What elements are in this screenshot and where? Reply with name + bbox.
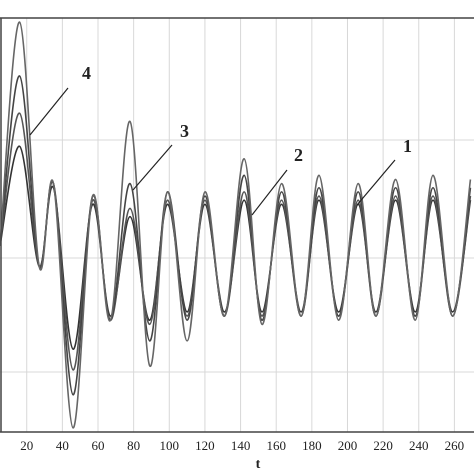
leader-line [356,159,396,206]
series-line [0,21,472,429]
curve-label: 4 [82,63,91,83]
x-tick-label: 160 [266,438,286,453]
x-tick-label: 120 [195,438,215,453]
x-tick-label: 60 [92,438,105,453]
lines [0,21,472,429]
x-tick-label: 200 [338,438,358,453]
x-tick-label: 180 [302,438,322,453]
leader-line [251,169,288,216]
x-tick-label: 100 [160,438,180,453]
x-tick-label: 240 [409,438,429,453]
x-tick-label: 40 [56,438,69,453]
leaders [29,87,396,216]
leader-line [132,144,173,191]
x-axis-label: t [256,457,261,472]
x-tick-label: 260 [445,438,465,453]
x-tick-label: 220 [373,438,393,453]
x-tick-label: 80 [127,438,140,453]
curve-label: 3 [180,121,189,141]
curve-label: 2 [294,145,303,165]
leader-line [29,87,69,136]
x-tick-label: 140 [231,438,251,453]
curve-label: 1 [403,136,412,156]
x-tick-label: 20 [20,438,33,453]
